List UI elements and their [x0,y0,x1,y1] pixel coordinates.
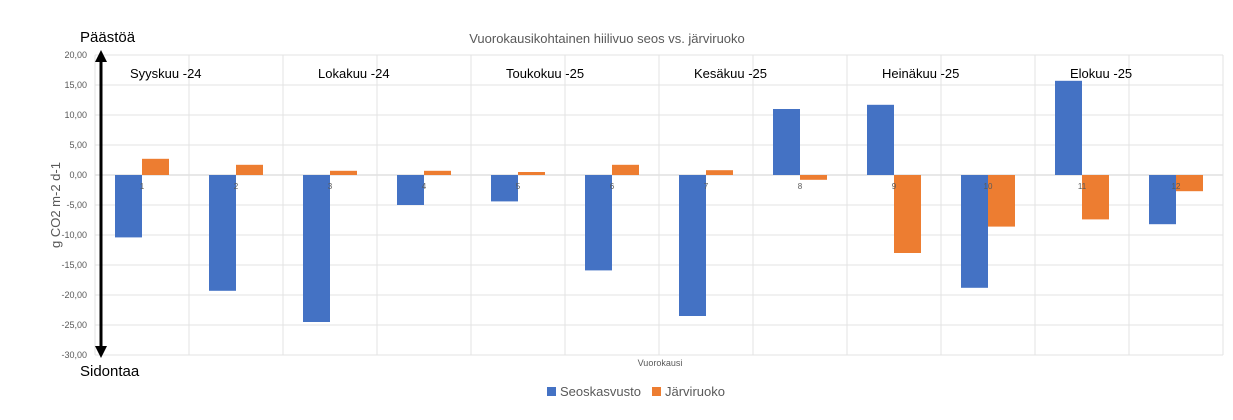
month-annotation: Toukokuu -25 [506,66,584,81]
legend-label: Järviruoko [665,384,725,399]
bar-seoskasvusto [209,175,236,291]
y-tick-label: -20,00 [61,290,87,300]
y-tick-label: -30,00 [61,350,87,360]
x-tick-label: 10 [984,182,993,191]
bar-jarviruoko [800,175,827,180]
bar-seoskasvusto [585,175,612,271]
bar-jarviruoko [424,170,451,175]
legend-swatch [547,387,556,396]
x-tick-label: 4 [422,182,427,191]
y-tick-label: -10,00 [61,230,87,240]
double-arrow [95,50,107,358]
bar-seoskasvusto [867,104,894,175]
bar-jarviruoko [894,175,921,253]
month-annotation: Heinäkuu -25 [882,66,959,81]
top-arrow-label: Päästöä [80,29,136,46]
x-tick-label: 5 [516,182,521,191]
y-axis-label: g CO2 m-2 d-1 [48,162,63,248]
x-tick-label: 1 [140,182,145,191]
bar-jarviruoko [612,164,639,175]
month-annotation: Lokakuu -24 [318,66,390,81]
y-tick-label: -5,00 [66,200,87,210]
x-tick-label: 9 [892,182,897,191]
y-tick-label: 10,00 [64,110,87,120]
y-tick-label: 20,00 [64,50,87,60]
bar-seoskasvusto [679,175,706,316]
bar-jarviruoko [330,170,357,175]
y-tick-label: -25,00 [61,320,87,330]
bar-seoskasvusto [773,109,800,175]
bar-jarviruoko [1082,175,1109,220]
x-tick-label: 3 [328,182,333,191]
x-tick-label: 11 [1078,182,1087,191]
bar-jarviruoko [988,175,1015,227]
legend-swatch [652,387,661,396]
legend-label: Seoskasvusto [560,384,641,399]
y-tick-label: 15,00 [64,80,87,90]
bar-jarviruoko [706,170,733,175]
month-annotation: Kesäkuu -25 [694,66,767,81]
bar-jarviruoko [142,158,169,175]
bar-seoskasvusto [303,175,330,322]
bar-seoskasvusto [961,175,988,288]
x-tick-label: 7 [704,182,709,191]
y-tick-label: -15,00 [61,260,87,270]
y-tick-label: 5,00 [69,140,87,150]
bar-jarviruoko [1176,175,1203,192]
bar-jarviruoko [236,164,263,175]
month-annotation: Elokuu -25 [1070,66,1132,81]
x-tick-label: 2 [234,182,239,191]
month-annotation: Syyskuu -24 [130,66,202,81]
bar-jarviruoko [518,172,545,175]
bar-seoskasvusto [397,175,424,205]
x-tick-label: 8 [798,182,803,191]
x-axis-label: Vuorokausi [638,358,683,368]
y-tick-label: 0,00 [69,170,87,180]
chart-title: Vuorokausikohtainen hiilivuo seos vs. jä… [469,31,745,46]
bar-seoskasvusto [491,175,518,202]
bar-seoskasvusto [115,175,142,238]
bar-seoskasvusto [1055,80,1082,175]
x-tick-label: 12 [1172,182,1181,191]
bar-seoskasvusto [1149,175,1176,225]
bottom-arrow-label: Sidontaa [80,363,140,380]
x-tick-label: 6 [610,182,615,191]
